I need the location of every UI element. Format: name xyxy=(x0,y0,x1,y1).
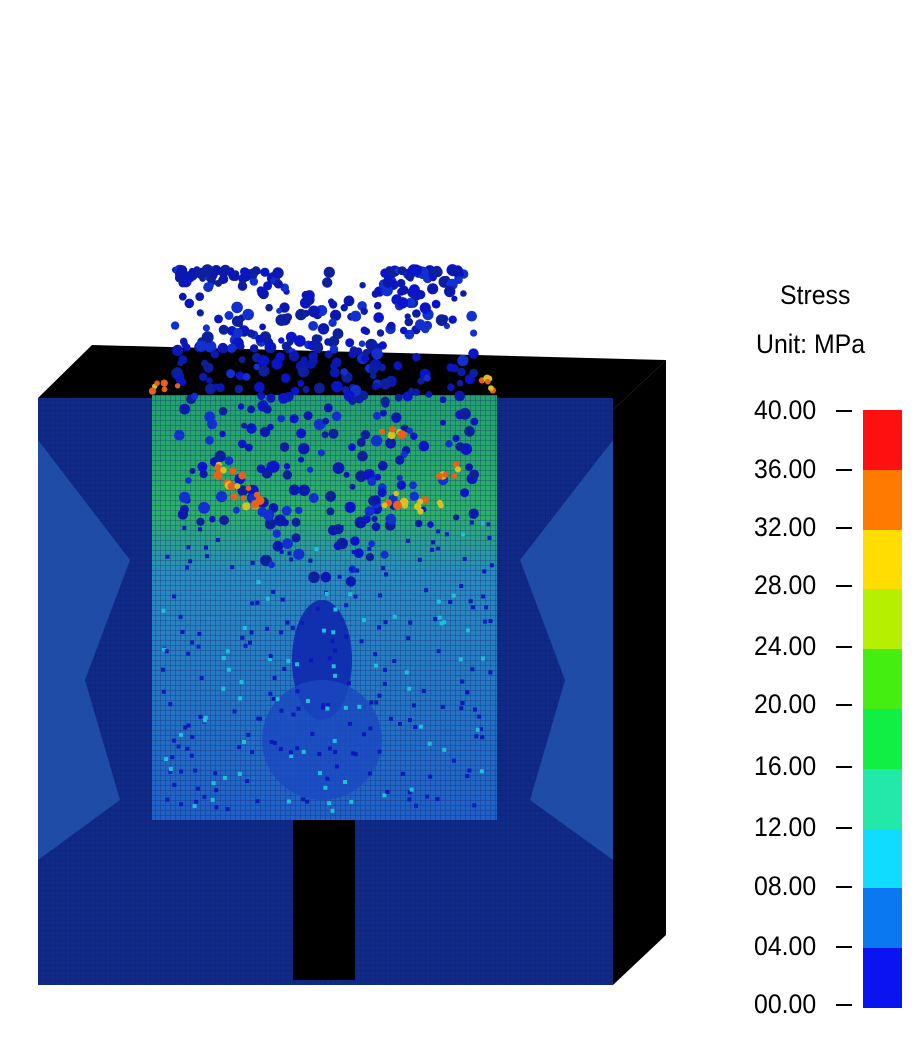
legend-tick-label: 04.00 xyxy=(754,931,817,961)
fragment-particles xyxy=(161,264,494,813)
support-column xyxy=(293,820,355,980)
legend-tick-label: 40.00 xyxy=(754,395,817,425)
legend-color-segment xyxy=(863,410,902,471)
legend-unit: Unit: MPa xyxy=(756,329,866,359)
legend-tick-label: 12.00 xyxy=(754,812,817,842)
legend-tick-label: 08.00 xyxy=(754,871,817,901)
legend-color-segment xyxy=(863,888,902,949)
legend-tick-label: 16.00 xyxy=(754,751,817,781)
legend-tick-mark xyxy=(836,527,852,529)
legend-color-segment xyxy=(863,709,902,770)
legend-color-segment xyxy=(863,529,902,590)
legend-tick-mark xyxy=(836,827,852,829)
legend-tick-mark xyxy=(836,704,852,706)
block-body xyxy=(38,345,666,985)
legend-tick-label: 20.00 xyxy=(754,689,817,719)
legend-tick-mark xyxy=(836,766,852,768)
legend-tick-label: 24.00 xyxy=(754,631,817,661)
legend-tick-mark xyxy=(836,1004,852,1006)
legend-color-segment xyxy=(863,828,902,889)
legend-tick-label: 36.00 xyxy=(754,454,817,484)
legend-tick-mark xyxy=(836,646,852,648)
legend-tick-mark xyxy=(836,946,852,948)
legend-tick-mark xyxy=(836,585,852,587)
legend-color-segment xyxy=(863,768,902,830)
legend-tick-label: 28.00 xyxy=(754,570,817,600)
legend-title: Stress xyxy=(780,280,851,310)
legend-tick-label: 32.00 xyxy=(754,512,817,542)
legend-tick-mark xyxy=(836,469,852,471)
legend-color-segment xyxy=(863,948,902,1009)
legend-tick-label: 00.00 xyxy=(754,989,817,1019)
legend-tick-mark xyxy=(836,410,852,412)
legend-tick-mark xyxy=(836,886,852,888)
high-stress-regions xyxy=(148,374,496,515)
legend-color-segment xyxy=(863,589,902,650)
block-right-face xyxy=(613,360,666,985)
legend-color-segment xyxy=(863,649,902,710)
legend-color-segment xyxy=(863,469,902,531)
